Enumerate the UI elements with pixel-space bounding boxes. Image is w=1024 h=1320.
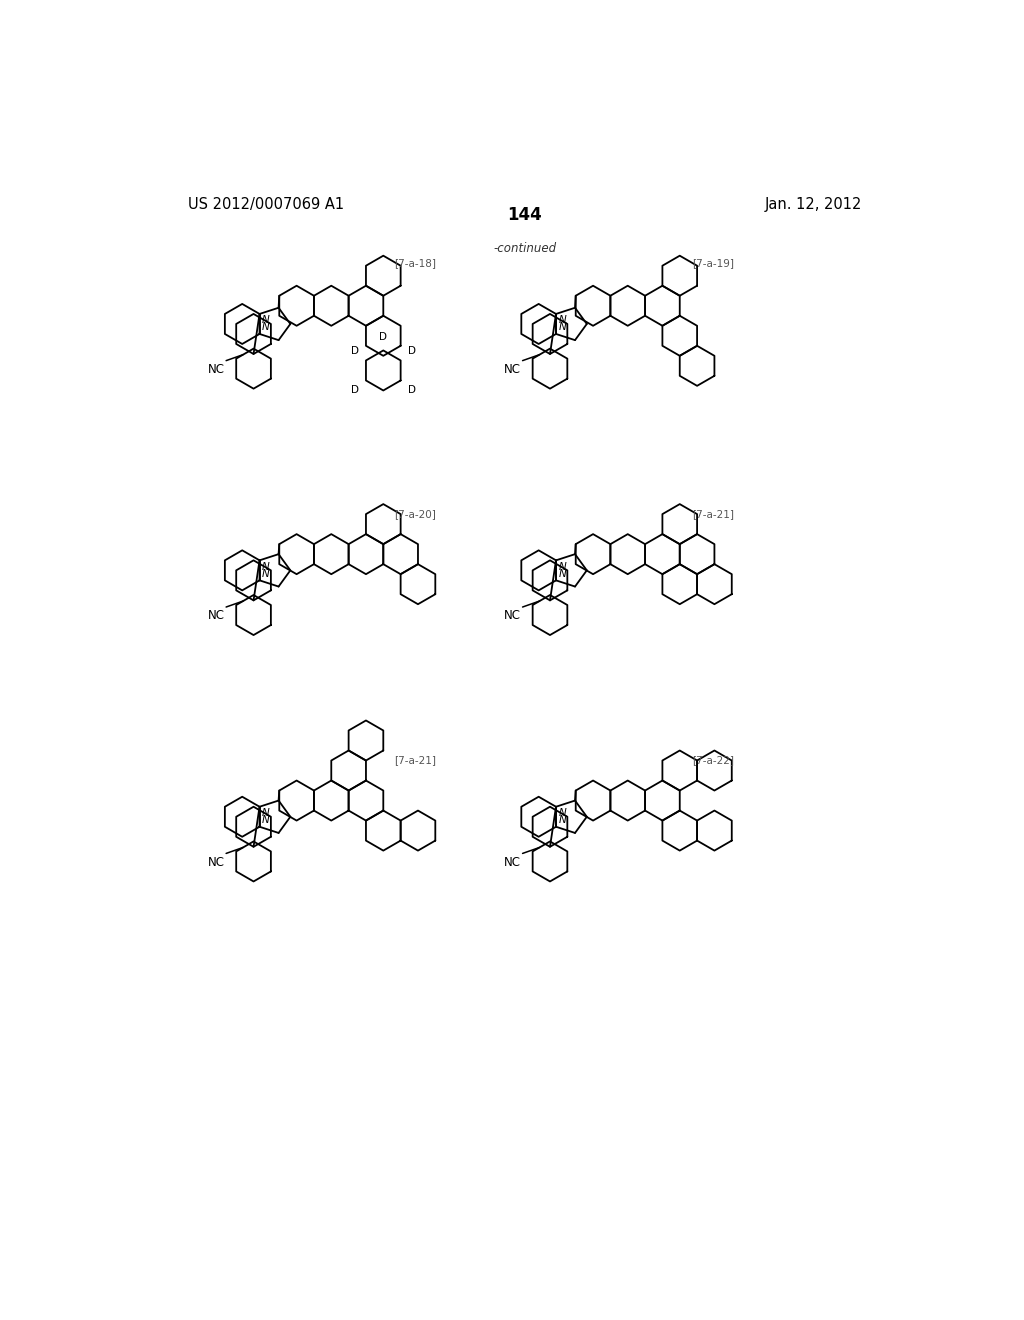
Text: D: D [379, 331, 387, 342]
Text: NC: NC [504, 610, 521, 622]
Text: N: N [262, 315, 269, 326]
Text: N: N [558, 562, 566, 572]
Text: NC: NC [504, 855, 521, 869]
Text: US 2012/0007069 A1: US 2012/0007069 A1 [188, 197, 344, 213]
Text: 144: 144 [508, 206, 542, 224]
Text: D: D [408, 346, 416, 356]
Text: NC: NC [208, 363, 224, 376]
Text: [7-a-21]: [7-a-21] [692, 508, 734, 519]
Text: N: N [262, 322, 269, 333]
Text: NC: NC [208, 855, 224, 869]
Text: NC: NC [504, 363, 521, 376]
Text: [7-a-21]: [7-a-21] [394, 755, 436, 766]
Text: D: D [350, 346, 358, 356]
Text: N: N [558, 816, 566, 825]
Text: N: N [262, 562, 269, 572]
Text: Jan. 12, 2012: Jan. 12, 2012 [765, 197, 862, 213]
Text: N: N [558, 315, 566, 326]
Text: -continued: -continued [494, 242, 556, 255]
Text: N: N [558, 808, 566, 818]
Text: [7-a-20]: [7-a-20] [394, 508, 436, 519]
Text: N: N [558, 322, 566, 333]
Text: N: N [262, 808, 269, 818]
Text: N: N [262, 816, 269, 825]
Text: N: N [262, 569, 269, 578]
Text: [7-a-22]: [7-a-22] [692, 755, 734, 766]
Text: NC: NC [208, 610, 224, 622]
Text: D: D [408, 384, 416, 395]
Text: [7-a-18]: [7-a-18] [394, 259, 436, 268]
Text: D: D [350, 384, 358, 395]
Text: [7-a-19]: [7-a-19] [692, 259, 734, 268]
Text: N: N [558, 569, 566, 578]
